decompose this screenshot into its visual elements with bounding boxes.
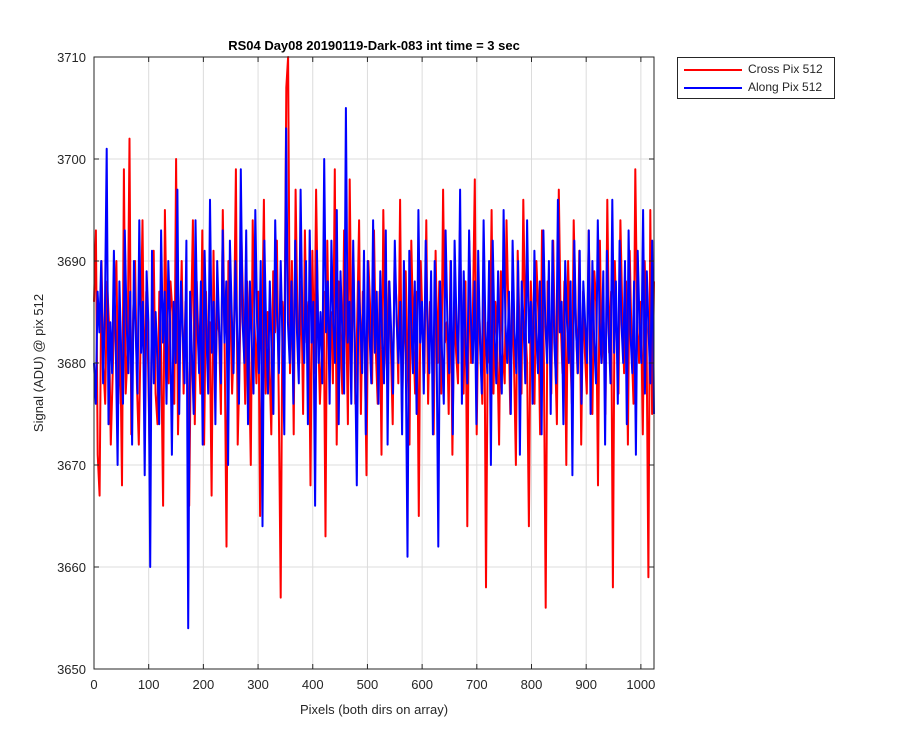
x-tick-label: 500 <box>357 677 379 692</box>
x-axis-label: Pixels (both dirs on array) <box>300 702 448 717</box>
legend-swatch-along <box>684 87 742 89</box>
x-tick-label: 900 <box>575 677 597 692</box>
legend-swatch-cross <box>684 69 742 71</box>
legend-item-along: Along Pix 512 <box>682 79 832 95</box>
axis-ticks: 0 100 200 300 400 500 600 700 800 900 1000 3650 3660… <box>57 50 655 692</box>
y-tick-label: 3680 <box>57 356 86 371</box>
legend-label-along: Along Pix 512 <box>748 80 823 94</box>
legend-item-cross: Cross Pix 512 <box>682 61 832 77</box>
x-tick-label: 0 <box>90 677 97 692</box>
legend-label-cross: Cross Pix 512 <box>748 62 823 76</box>
series-group <box>93 56 655 630</box>
x-tick-label: 300 <box>247 677 269 692</box>
y-tick-label: 3690 <box>57 254 86 269</box>
x-tick-label: 200 <box>193 677 215 692</box>
y-tick-label: 3650 <box>57 662 86 677</box>
x-tick-label: 800 <box>521 677 543 692</box>
x-tick-label: 1000 <box>626 677 655 692</box>
legend: Cross Pix 512 Along Pix 512 <box>677 57 835 99</box>
x-tick-label: 400 <box>302 677 324 692</box>
series-line-along <box>93 107 655 630</box>
y-tick-label: 3700 <box>57 152 86 167</box>
y-tick-label: 3710 <box>57 50 86 65</box>
y-axis-label: Signal (ADU) @ pix 512 <box>31 294 46 432</box>
chart-title: RS04 Day08 20190119-Dark-083 int time = … <box>228 38 520 53</box>
y-tick-label: 3670 <box>57 458 86 473</box>
x-tick-label: 700 <box>466 677 488 692</box>
x-tick-label: 100 <box>138 677 160 692</box>
x-tick-label: 600 <box>411 677 433 692</box>
y-tick-label: 3660 <box>57 560 86 575</box>
